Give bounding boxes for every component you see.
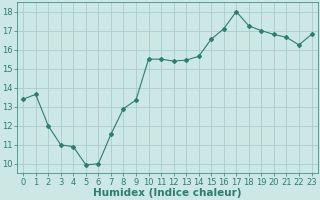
X-axis label: Humidex (Indice chaleur): Humidex (Indice chaleur) — [93, 188, 242, 198]
